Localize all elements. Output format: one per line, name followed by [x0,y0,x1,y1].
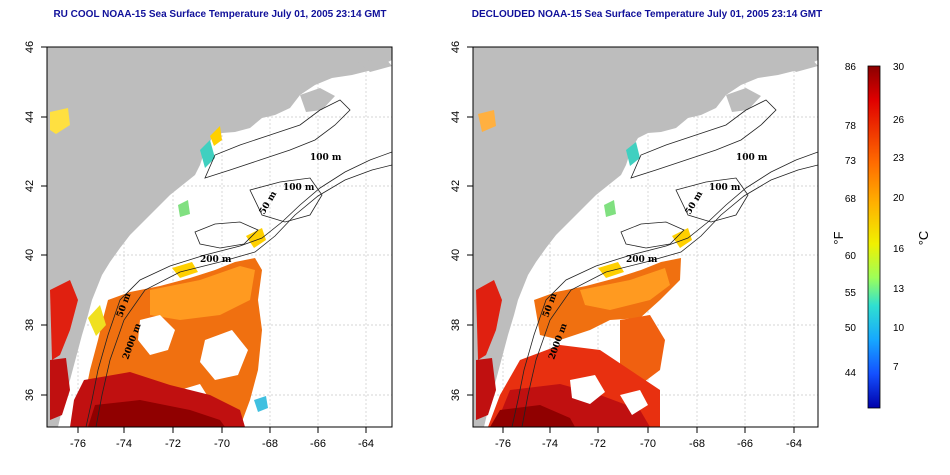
svg-text:30: 30 [893,62,905,73]
svg-text:73: 73 [845,156,857,167]
right-bathymetry-contours [511,99,818,427]
right-lat-axis: 46 44 42 40 38 36 [450,41,473,401]
svg-text:42: 42 [24,180,36,192]
svg-text:50: 50 [845,323,857,334]
svg-text:7: 7 [893,362,899,373]
svg-text:86: 86 [845,62,857,73]
svg-text:38: 38 [450,319,462,331]
svg-text:44: 44 [450,111,462,123]
svg-text:-76: -76 [70,438,86,450]
left-land-mass [47,47,392,427]
svg-text:42: 42 [450,180,462,192]
svg-text:26: 26 [893,115,905,126]
svg-text:-72: -72 [165,438,181,450]
left-map-panel: RU COOL NOAA-15 Sea Surface Temperature … [24,9,393,450]
left-sst-field [50,108,268,427]
right-map-panel: DECLOUDED NOAA-15 Sea Surface Temperatur… [450,9,822,450]
left-panel-title: RU COOL NOAA-15 Sea Surface Temperature … [53,9,386,20]
right-lon-axis: -76 -74 -72 -70 -68 -66 -64 [495,427,802,450]
svg-text:44: 44 [845,368,857,379]
svg-text:46: 46 [24,41,36,53]
colorbar-gradient [867,65,881,409]
svg-text:200 m: 200 m [626,255,658,265]
colorbar-fahrenheit-scale: 86 78 73 68 60 55 50 44 [845,62,857,379]
svg-text:-66: -66 [737,438,753,450]
svg-text:100 m: 100 m [310,153,342,163]
fahrenheit-unit-label: °F [831,231,846,244]
left-bathymetry-contours [85,99,392,427]
svg-text:100 m: 100 m [736,153,768,163]
svg-text:-74: -74 [542,438,558,450]
temperature-colorbar: 86 78 73 68 60 55 50 44 30 26 23 20 16 1… [831,62,931,409]
celsius-unit-label: °C [916,231,931,246]
svg-text:13: 13 [893,284,905,295]
svg-text:40: 40 [450,249,462,261]
svg-text:100 m: 100 m [283,183,315,193]
svg-text:-68: -68 [262,438,278,450]
svg-text:-76: -76 [495,438,511,450]
svg-text:-70: -70 [214,438,230,450]
colorbar-celsius-scale: 30 26 23 20 16 13 10 7 [893,62,905,373]
right-land-mass [473,47,818,427]
svg-text:100 m: 100 m [709,183,741,193]
svg-text:36: 36 [450,389,462,401]
svg-text:36: 36 [24,389,36,401]
right-panel-title: DECLOUDED NOAA-15 Sea Surface Temperatur… [472,9,823,20]
svg-text:20: 20 [893,193,905,204]
svg-text:46: 46 [450,41,462,53]
svg-text:-72: -72 [590,438,606,450]
svg-text:44: 44 [24,111,36,123]
left-map-frame [46,46,393,428]
svg-text:16: 16 [893,244,905,255]
svg-text:55: 55 [845,288,857,299]
right-map-frame [472,46,819,428]
left-lon-axis: -76 -74 -72 -70 -68 -66 -64 [70,427,374,450]
svg-text:10: 10 [893,323,905,334]
svg-text:23: 23 [893,153,905,164]
svg-text:-64: -64 [786,438,802,450]
right-sst-field [476,110,692,427]
svg-text:-74: -74 [116,438,132,450]
svg-text:60: 60 [845,251,857,262]
svg-text:68: 68 [845,194,857,205]
svg-text:-68: -68 [689,438,705,450]
svg-text:-66: -66 [310,438,326,450]
svg-text:200 m: 200 m [200,255,232,265]
svg-text:-70: -70 [640,438,656,450]
svg-text:78: 78 [845,121,857,132]
svg-text:-64: -64 [358,438,374,450]
left-lat-axis: 46 44 42 40 38 36 [24,41,47,401]
svg-text:40: 40 [24,249,36,261]
svg-text:38: 38 [24,319,36,331]
